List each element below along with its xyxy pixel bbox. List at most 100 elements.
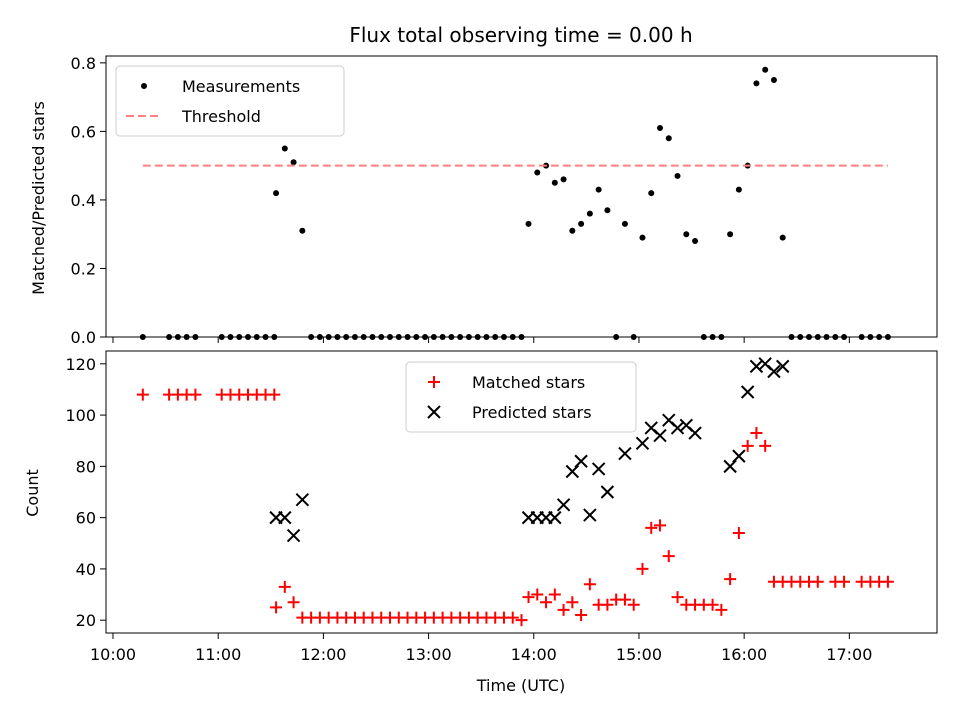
- matched-stars-point: [189, 388, 202, 401]
- predicted-stars-point: [740, 385, 755, 399]
- legend-matched-marker: [428, 376, 440, 388]
- measurement-point: [534, 169, 541, 176]
- predicted-stars-point: [574, 454, 588, 468]
- matched-stars-point: [838, 575, 851, 588]
- measurement-point: [586, 210, 593, 217]
- legend-label: Predicted stars: [472, 403, 592, 422]
- matched-stars-point: [557, 603, 570, 616]
- predicted-stars-point: [653, 428, 667, 443]
- measurement-point: [648, 190, 655, 197]
- measurement-point: [595, 186, 602, 193]
- measurement-point: [578, 220, 585, 227]
- matched-stars-point: [540, 596, 553, 609]
- matched-stars-point: [618, 593, 631, 606]
- measurement-point: [762, 66, 769, 73]
- measurement-point: [639, 234, 646, 241]
- predicted-stars-point: [591, 462, 606, 476]
- matched-stars-point: [724, 573, 737, 586]
- matched-stars-point: [654, 519, 666, 532]
- predicted-stars-point: [583, 508, 597, 522]
- measurement-point: [621, 220, 628, 227]
- matched-stars-point: [515, 614, 528, 627]
- matched-stars-point: [531, 588, 544, 601]
- bottom-y-tick-label: 100: [65, 406, 96, 425]
- measurement-point: [551, 179, 558, 186]
- matched-stars-point: [601, 598, 614, 611]
- predicted-stars-point: [767, 364, 781, 379]
- measurement-point: [735, 186, 742, 193]
- bottom-x-tick-label: 16:00: [721, 645, 767, 664]
- predicted-stars-point: [618, 446, 632, 461]
- top-panel: 0.0 0.2 0.4 0.6 0.8 Measurements Threshold: [71, 54, 938, 347]
- measurement-point: [770, 76, 777, 83]
- bottom-x-tick-label: 14:00: [511, 645, 557, 664]
- bottom-y-tick-label: 120: [65, 355, 96, 374]
- matched-stars-point: [268, 388, 281, 401]
- matched-stars-point: [645, 521, 658, 534]
- measurement-point: [569, 227, 576, 234]
- bottom-x-tick-label: 11:00: [195, 645, 241, 664]
- top-y-tick-label: 0.6: [71, 122, 96, 141]
- bottom-y-tick-label: 20: [76, 611, 96, 630]
- top-y-axis-label: Matched/Predicted stars: [29, 101, 48, 295]
- measurement-point: [665, 135, 672, 142]
- bottom-y-tick-label: 40: [76, 560, 96, 579]
- matched-stars-point: [715, 603, 728, 616]
- bottom-x-tick-label: 13:00: [406, 645, 452, 664]
- predicted-stars-point: [688, 426, 702, 440]
- predicted-stars-point: [776, 359, 790, 374]
- predicted-stars-point: [556, 498, 571, 512]
- predicted-stars-point: [723, 459, 737, 474]
- bottom-axes-frame: [105, 350, 938, 634]
- matched-stars-point: [136, 388, 149, 401]
- matched-stars-point: [636, 562, 649, 575]
- legend-label: Measurements: [182, 77, 300, 96]
- matched-stars-point: [662, 550, 675, 563]
- bottom-x-tick-label: 10:00: [90, 645, 136, 664]
- measurement-point: [273, 190, 280, 197]
- predicted-stars-point: [600, 485, 615, 499]
- legend-predicted-marker: [427, 405, 441, 419]
- matched-stars-point: [732, 527, 745, 540]
- predicted-stars-point: [286, 528, 301, 543]
- measurement-point: [727, 231, 734, 238]
- legend-label: Matched stars: [472, 373, 585, 392]
- top-y-tick-label: 0.4: [71, 191, 96, 210]
- measurement-point: [753, 80, 760, 87]
- matched-stars-point: [706, 598, 719, 611]
- predicted-stars-point: [635, 436, 650, 450]
- measurement-point: [692, 238, 699, 245]
- matched-stars-point: [811, 575, 824, 588]
- measurement-point: [281, 145, 288, 152]
- top-y-tick-label: 0.8: [71, 54, 96, 73]
- matched-stars-point: [278, 580, 291, 593]
- measurement-point: [674, 172, 681, 179]
- top-legend: [115, 65, 345, 137]
- bottom-x-tick-label: 17:00: [826, 645, 872, 664]
- measurement-point: [525, 220, 532, 227]
- matched-stars-point: [741, 439, 754, 452]
- top-y-tick-label: 0.2: [71, 259, 96, 278]
- bottom-y-axis-label: Count: [23, 469, 42, 517]
- bottom-panel: 20 40 60 80 100 120 10:00 11:00 12:00 13:00 14:00 1…: [65, 350, 938, 664]
- bottom-x-tick-label: 12:00: [300, 645, 346, 664]
- predicted-stars-point: [548, 510, 562, 525]
- top-axes-frame: [105, 55, 938, 338]
- matched-stars-point: [881, 575, 894, 588]
- predicted-stars-point: [670, 421, 685, 435]
- predicted-stars-point: [749, 359, 764, 374]
- bottom-y-tick-label: 80: [76, 457, 96, 476]
- matched-stars-point: [750, 427, 763, 440]
- matched-stars-point: [287, 596, 300, 609]
- matched-stars-point: [548, 588, 561, 601]
- predicted-stars-point: [732, 449, 746, 463]
- bottom-x-tick-label: 15:00: [616, 645, 662, 664]
- measurement-point: [657, 124, 663, 131]
- measurement-point: [604, 207, 611, 214]
- measurement-point: [779, 234, 786, 241]
- matched-stars-point: [270, 601, 283, 614]
- matched-stars-point: [583, 578, 596, 591]
- predicted-stars-point: [295, 492, 310, 507]
- top-y-tick-label: 0.0: [71, 328, 96, 347]
